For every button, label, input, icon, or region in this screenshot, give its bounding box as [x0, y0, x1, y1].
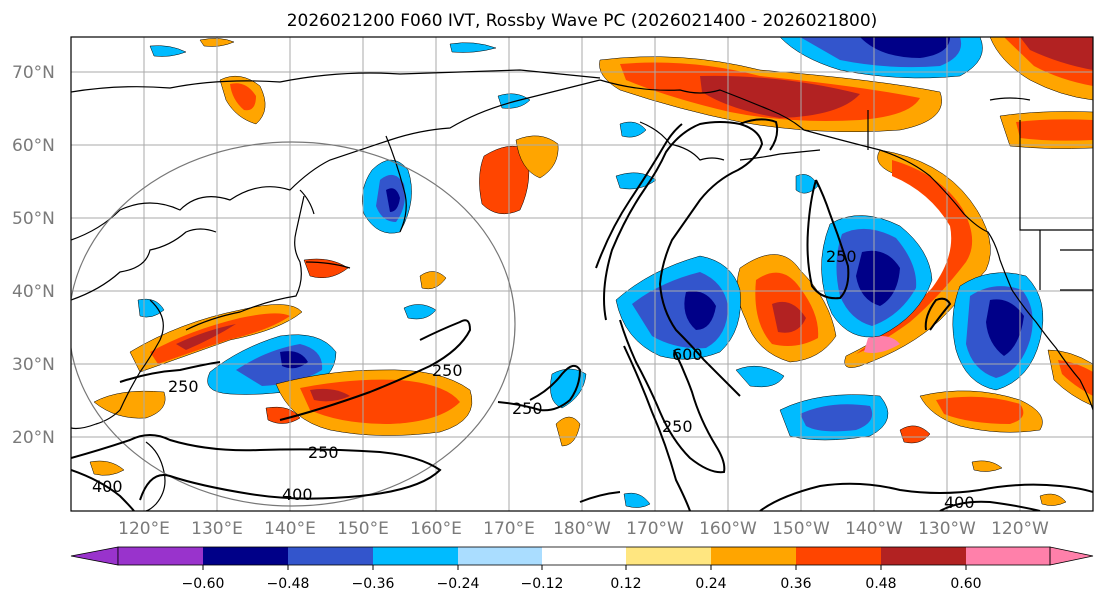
colorbar: −0.60 −0.48 −0.36 −0.24 −0.12 0.12 0.24 …	[70, 546, 1094, 592]
colorbar-swatch	[288, 547, 373, 565]
contour-label: 250	[662, 417, 693, 436]
colorbar-swatch	[373, 547, 458, 565]
colorbar-tick-label: −0.36	[352, 576, 395, 592]
lat-label: 70°N	[12, 63, 55, 83]
lon-label: 120°W	[991, 519, 1049, 539]
contour-label: 250	[512, 399, 543, 418]
contour-labels: 250 250 250 250 250 250 400 400 400 600	[92, 247, 975, 512]
lat-label: 20°N	[12, 428, 55, 448]
colorbar-swatch	[966, 547, 1050, 565]
lon-label: 170°W	[626, 519, 684, 539]
contour-label: 400	[282, 485, 313, 504]
contour-label: 600	[672, 345, 703, 364]
contour-label: 250	[826, 247, 857, 266]
colorbar-tick-label: −0.24	[437, 576, 480, 592]
contour-label: 400	[944, 493, 975, 512]
lon-label: 130°W	[918, 519, 976, 539]
colorbar-tick-label: −0.60	[182, 576, 225, 592]
contour-label: 250	[308, 443, 339, 462]
contour-label: 250	[168, 377, 199, 396]
colorbar-extend-max	[1049, 546, 1094, 566]
colorbar-frame	[117, 546, 1051, 566]
lat-label: 60°N	[12, 136, 55, 156]
lon-label: 160°W	[699, 519, 757, 539]
colorbar-swatch	[458, 547, 542, 565]
colorbar-extend-min	[70, 546, 119, 566]
lat-label: 50°N	[12, 209, 55, 229]
colorbar-swatch	[203, 547, 288, 565]
lon-label: 140°W	[845, 519, 903, 539]
colorbar-swatch	[118, 547, 203, 565]
lon-label: 120°E	[118, 519, 170, 539]
map-frame	[70, 36, 1094, 512]
coastlines	[71, 69, 1093, 511]
colorbar-tick-label: −0.12	[521, 576, 564, 592]
colorbar-swatch	[796, 547, 881, 565]
colorbar-tick-label: 0.60	[950, 576, 981, 592]
lat-label: 40°N	[12, 282, 55, 302]
lon-label: 150°E	[337, 519, 389, 539]
colorbar-swatch	[542, 547, 626, 565]
lon-label: 180°W	[553, 519, 611, 539]
lon-label: 170°E	[483, 519, 535, 539]
lon-label: 130°E	[191, 519, 243, 539]
ivt-shading	[89, 37, 1093, 508]
colorbar-swatch	[881, 547, 966, 565]
figure-title: 2026021200 F060 IVT, Rossby Wave PC (202…	[287, 11, 878, 31]
colorbar-tick-label: −0.48	[267, 576, 310, 592]
pc-contours	[71, 118, 1093, 511]
contour-label: 400	[92, 477, 123, 496]
latitude-labels: 70°N 60°N 50°N 40°N 30°N 20°N	[12, 63, 55, 448]
colorbar-tick-label: 0.24	[695, 576, 726, 592]
lon-label: 150°W	[772, 519, 830, 539]
graticule	[71, 37, 1093, 511]
colorbar-tick-label: 0.36	[780, 576, 811, 592]
colorbar-tick-label: 0.12	[610, 576, 641, 592]
colorbar-tick-label: 0.48	[865, 576, 896, 592]
colorbar-swatch	[711, 547, 796, 565]
lat-label: 30°N	[12, 355, 55, 375]
lon-label: 160°E	[410, 519, 462, 539]
lon-label: 140°E	[264, 519, 316, 539]
longitude-labels: 120°E 130°E 140°E 150°E 160°E 170°E 180°…	[118, 519, 1049, 539]
colorbar-swatch	[626, 547, 711, 565]
region-circle	[71, 141, 516, 507]
contour-label: 250	[432, 361, 463, 380]
map-area: 250 250 250 250 250 250 400 400 400 600	[71, 37, 1093, 512]
